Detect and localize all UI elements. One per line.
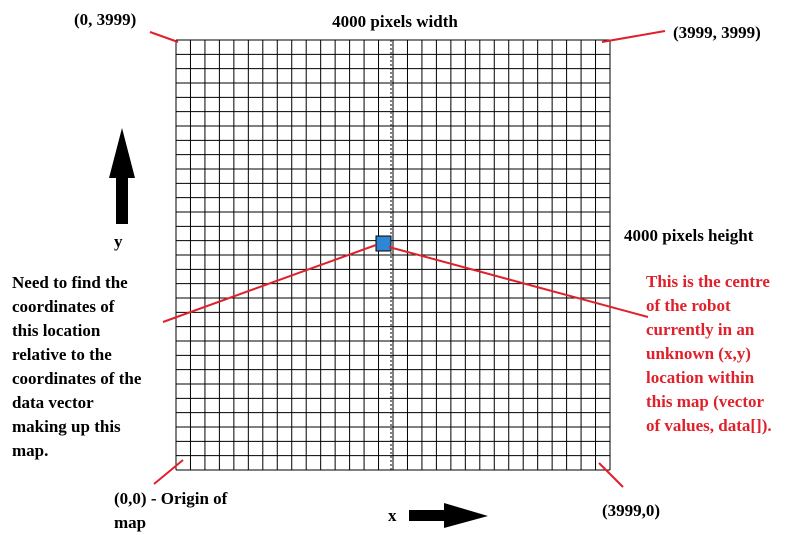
y-axis-label: y (114, 232, 123, 251)
left-note-pointer (162, 244, 377, 323)
top-right-corner-pointer (601, 30, 666, 43)
origin-label: (0,0) - Origin of map (114, 489, 228, 532)
bottom-left-corner-pointer (153, 459, 184, 485)
bottom-right-corner-pointer (598, 462, 624, 488)
x-axis-arrow-icon (409, 503, 488, 528)
top-right-coordinate-label: (3999, 3999) (673, 23, 761, 42)
top-left-coordinate-label: (0, 3999) (74, 10, 137, 29)
x-axis-label: x (388, 506, 397, 525)
height-label: 4000 pixels height (624, 226, 754, 245)
map-grid (175, 39, 611, 471)
top-left-corner-pointer (149, 31, 179, 43)
width-label: 4000 pixels width (332, 12, 458, 31)
right-note-pointer (388, 246, 649, 318)
right-note-text: This is the centre of the robot currentl… (646, 272, 772, 435)
y-axis-arrow-icon (109, 128, 135, 224)
robot-center-cell (375, 235, 392, 252)
left-note-text: Need to find the coordinates of this loc… (12, 273, 142, 460)
bottom-right-coordinate-label: (3999,0) (602, 501, 661, 520)
